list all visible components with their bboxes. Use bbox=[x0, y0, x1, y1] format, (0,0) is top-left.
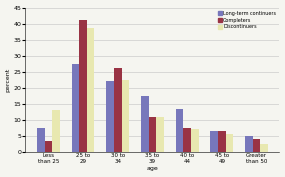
Bar bbox=[176, 109, 183, 152]
Bar bbox=[52, 110, 60, 152]
Bar bbox=[79, 20, 87, 152]
Bar bbox=[183, 128, 191, 152]
X-axis label: age: age bbox=[146, 166, 158, 172]
Bar bbox=[148, 117, 156, 152]
Bar bbox=[226, 134, 233, 152]
Bar bbox=[44, 141, 52, 152]
Bar bbox=[156, 117, 164, 152]
Bar bbox=[210, 131, 218, 152]
Bar bbox=[191, 129, 199, 152]
Bar bbox=[114, 68, 121, 152]
Legend: Long-term continuers, Completers, Discontinuers: Long-term continuers, Completers, Discon… bbox=[217, 10, 277, 30]
Bar bbox=[260, 144, 268, 152]
Y-axis label: percent: percent bbox=[5, 68, 11, 92]
Bar bbox=[37, 128, 44, 152]
Bar bbox=[106, 81, 114, 152]
Bar bbox=[141, 96, 148, 152]
Bar bbox=[87, 28, 95, 152]
Bar bbox=[72, 64, 79, 152]
Bar bbox=[121, 80, 129, 152]
Bar bbox=[245, 136, 253, 152]
Bar bbox=[218, 131, 226, 152]
Bar bbox=[253, 139, 260, 152]
